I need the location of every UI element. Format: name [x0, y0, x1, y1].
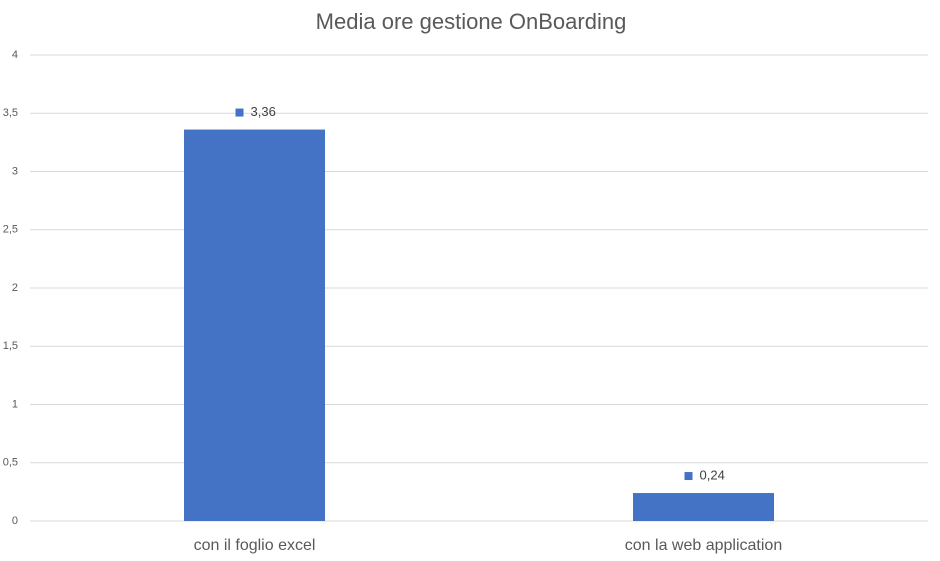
y-tick-label: 3 — [12, 165, 18, 177]
data-label: 3,36 — [251, 104, 276, 119]
y-tick-label: 1 — [12, 398, 18, 410]
y-tick-label: 3,5 — [3, 107, 18, 119]
x-tick-label: con il foglio excel — [194, 537, 316, 554]
x-tick-label: con la web application — [625, 537, 782, 554]
chart-title: Media ore gestione OnBoarding — [316, 9, 627, 34]
y-tick-label: 0 — [12, 515, 18, 527]
bar — [633, 493, 774, 521]
data-label: 0,24 — [700, 467, 725, 482]
y-tick-label: 2 — [12, 282, 18, 294]
label-key — [235, 108, 244, 117]
y-tick-label: 1,5 — [3, 340, 18, 352]
label-key — [684, 472, 693, 481]
y-tick-label: 0,5 — [3, 457, 18, 469]
y-tick-label: 2,5 — [3, 224, 18, 236]
bar — [184, 129, 325, 521]
y-tick-label: 4 — [12, 49, 18, 61]
